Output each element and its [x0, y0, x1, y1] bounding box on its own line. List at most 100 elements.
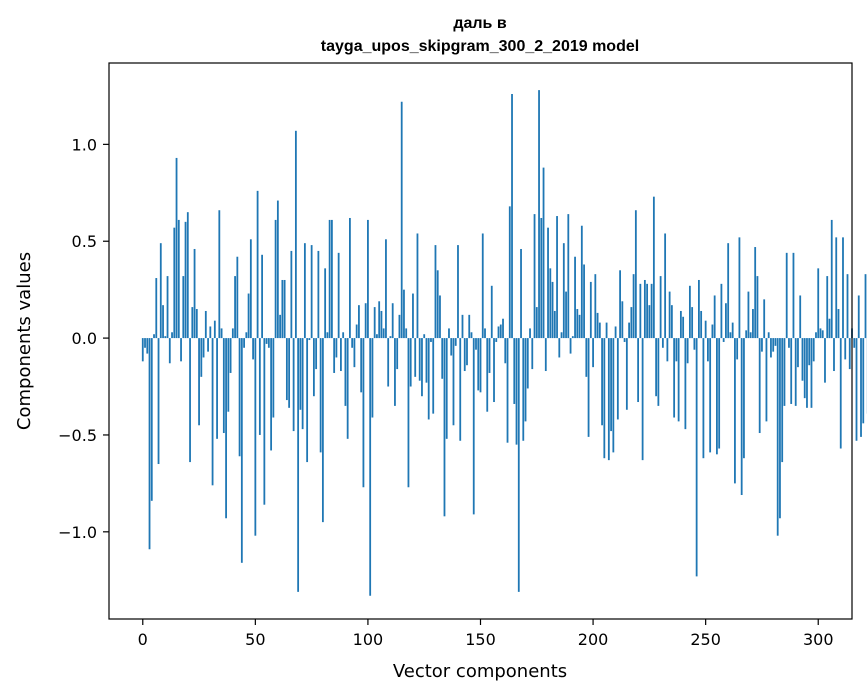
bar — [632, 274, 635, 339]
bar — [281, 279, 284, 339]
bar — [216, 338, 218, 439]
bar — [565, 291, 567, 339]
bar — [734, 338, 736, 484]
bar — [551, 281, 554, 339]
bar — [738, 237, 741, 339]
bar — [531, 338, 534, 370]
bar — [261, 254, 263, 339]
bar — [394, 338, 396, 406]
bar — [794, 338, 797, 406]
bar — [707, 338, 709, 362]
bar — [754, 247, 757, 339]
bar — [562, 243, 565, 339]
bar — [639, 283, 642, 339]
bar — [857, 295, 860, 339]
bar — [560, 332, 563, 339]
bar — [526, 338, 529, 389]
bar — [628, 322, 630, 339]
bar — [752, 309, 754, 339]
y-tick-label: −1.0 — [58, 523, 97, 542]
bar — [331, 219, 333, 339]
bar — [220, 328, 223, 339]
bar — [418, 338, 421, 381]
bar — [743, 338, 745, 459]
bar — [691, 307, 694, 339]
x-axis-ticks: 0 50 100 150 200 250 300 — [138, 619, 834, 649]
bar — [592, 338, 594, 368]
bar — [421, 338, 423, 397]
bar — [290, 250, 293, 339]
bar — [495, 338, 498, 342]
bar — [529, 328, 531, 339]
bar — [200, 338, 203, 377]
bar — [148, 338, 151, 550]
bar — [664, 233, 667, 339]
bar — [141, 338, 144, 362]
bar — [549, 268, 552, 339]
bar — [335, 338, 338, 358]
bar — [423, 334, 426, 339]
bar — [740, 338, 743, 496]
bar — [490, 285, 493, 339]
bar — [184, 221, 187, 339]
bar — [403, 289, 405, 339]
bar — [821, 330, 824, 339]
bar — [412, 293, 414, 339]
bar — [842, 237, 844, 339]
bar — [171, 332, 173, 339]
bar — [797, 338, 799, 368]
bar — [682, 316, 685, 339]
bar — [711, 324, 714, 339]
bar — [202, 338, 205, 358]
bar — [698, 279, 700, 339]
bar — [614, 326, 617, 339]
bar — [776, 338, 779, 536]
bar — [328, 219, 331, 339]
bar — [720, 283, 723, 339]
bar — [520, 248, 522, 339]
x-tick-label: 150 — [465, 630, 496, 649]
bar — [369, 338, 372, 596]
bar — [177, 219, 180, 339]
x-axis-label: Vector components — [393, 661, 567, 682]
bar — [398, 314, 401, 339]
bar — [792, 252, 795, 339]
bar — [713, 295, 716, 339]
bar — [247, 293, 250, 339]
bar — [409, 338, 412, 387]
bar — [515, 338, 518, 445]
bar — [655, 338, 658, 397]
bars-group — [141, 90, 867, 596]
bar — [193, 248, 196, 339]
bar — [484, 328, 486, 339]
bar — [448, 328, 450, 339]
bar — [162, 305, 164, 339]
bar — [745, 330, 748, 339]
bar — [605, 322, 608, 339]
bar — [580, 225, 583, 339]
chart-title-line-1: даль в — [453, 15, 507, 32]
bar — [342, 332, 345, 339]
bar — [155, 278, 158, 339]
bar — [765, 338, 768, 422]
bar — [229, 338, 232, 373]
bar — [326, 332, 329, 339]
bar — [716, 338, 718, 455]
bar — [799, 295, 802, 339]
bar — [648, 305, 651, 339]
bar — [454, 338, 457, 346]
bar — [463, 338, 466, 372]
bar — [616, 338, 619, 420]
bar — [256, 190, 259, 339]
bar — [173, 227, 176, 339]
bar — [351, 338, 354, 348]
bar — [380, 310, 383, 339]
bar — [504, 338, 507, 364]
bar — [430, 338, 432, 342]
bar — [285, 338, 288, 401]
bar — [508, 206, 511, 339]
bar — [819, 328, 822, 339]
bar — [661, 338, 664, 348]
bar — [788, 338, 790, 348]
bar — [826, 276, 829, 339]
